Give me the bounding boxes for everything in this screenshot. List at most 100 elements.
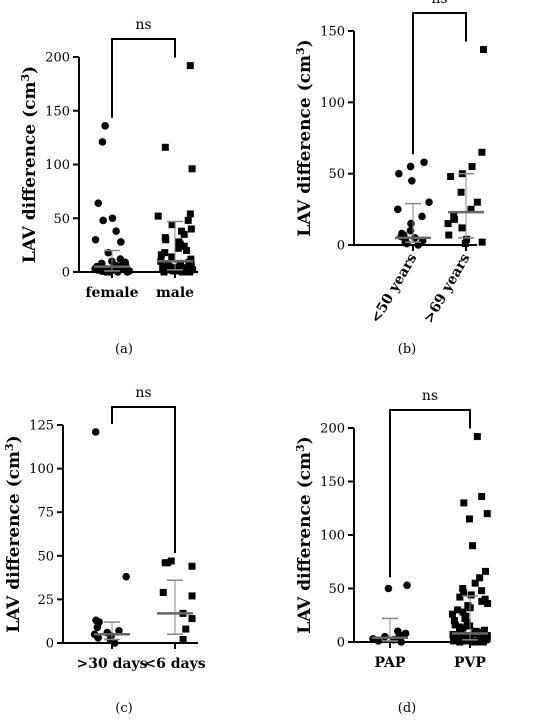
data-point xyxy=(175,238,183,246)
data-point xyxy=(186,62,194,70)
y-tick-label: 200 xyxy=(320,422,345,437)
data-point xyxy=(476,574,484,582)
data-point xyxy=(182,247,190,254)
data-point xyxy=(456,623,464,631)
panel-label: (c) xyxy=(115,701,132,716)
data-point xyxy=(115,626,123,635)
y-tick-label: 75 xyxy=(37,506,54,521)
data-point xyxy=(161,249,169,257)
data-point xyxy=(460,499,468,507)
x-tick-label: <6 days xyxy=(144,656,205,672)
data-point xyxy=(462,612,470,620)
data-point xyxy=(384,584,393,593)
y-tick-label: 0 xyxy=(46,637,54,652)
significance-label: ns xyxy=(135,385,151,401)
data-point xyxy=(471,579,479,587)
data-point xyxy=(451,621,459,629)
data-point xyxy=(177,259,185,267)
data-point xyxy=(94,199,103,207)
data-point xyxy=(470,637,478,645)
data-point xyxy=(454,606,462,614)
data-point xyxy=(122,572,130,581)
chart-panel-2: 0 50 100 150 LAV difference (cm3) <50 years >6… xyxy=(294,0,488,357)
data-point xyxy=(116,255,125,263)
y-tick-label: 25 xyxy=(37,593,54,608)
data-point xyxy=(177,227,185,235)
x-tick-label: >69 years xyxy=(421,251,474,326)
y-axis-label: LAV difference (cm3) xyxy=(294,436,315,633)
data-point xyxy=(117,238,125,246)
significance-label: ns xyxy=(431,0,447,7)
data-point xyxy=(394,627,402,636)
data-point xyxy=(463,619,471,627)
data-point xyxy=(459,608,467,616)
y-tick-label: 0 xyxy=(62,266,70,281)
data-point xyxy=(403,581,411,590)
data-point xyxy=(461,240,469,248)
significance-label: ns xyxy=(422,388,438,404)
data-point xyxy=(473,198,481,206)
data-point xyxy=(398,229,406,238)
data-point xyxy=(184,216,192,224)
data-point xyxy=(480,46,488,54)
chart-panel-3: 0 25 50 75 100 125 LAV difference (cm3) >30 day… xyxy=(3,385,206,716)
data-point xyxy=(187,255,195,263)
data-point xyxy=(450,212,458,220)
data-point xyxy=(188,562,196,570)
significance-bracket xyxy=(412,12,467,155)
data-point xyxy=(163,559,171,567)
chart-panel-4: 0 50 100 150 200 LAV difference (cm3) PAP PVP ns… xyxy=(294,388,492,716)
data-point xyxy=(460,589,468,597)
data-point xyxy=(179,636,187,644)
y-tick-label: 100 xyxy=(29,462,54,477)
data-point xyxy=(161,234,169,242)
y-tick-label: 150 xyxy=(320,475,345,490)
y-tick-label: 50 xyxy=(37,549,54,564)
data-point xyxy=(406,162,415,171)
data-point xyxy=(425,198,433,206)
significance-bracket xyxy=(111,406,176,554)
panel-label: (b) xyxy=(398,342,416,357)
y-tick-label: 150 xyxy=(45,104,70,119)
data-point xyxy=(99,216,107,225)
data-point xyxy=(167,557,175,565)
data-point xyxy=(468,163,476,171)
data-point xyxy=(458,224,466,232)
data-point xyxy=(481,595,489,603)
data-point xyxy=(161,143,169,151)
x-tick-label: >30 days xyxy=(77,656,148,672)
data-point xyxy=(472,627,480,635)
significance-bracket xyxy=(111,38,176,118)
significance-bracket xyxy=(389,409,471,578)
data-point xyxy=(450,617,458,625)
data-point xyxy=(483,632,491,640)
y-tick-label: 100 xyxy=(320,96,345,111)
y-tick-label: 100 xyxy=(320,529,345,544)
y-tick-label: 150 xyxy=(320,25,345,40)
data-point xyxy=(463,235,471,243)
data-point xyxy=(447,173,455,181)
panel-label: (d) xyxy=(398,701,416,716)
data-point xyxy=(478,492,486,500)
data-point xyxy=(406,226,415,235)
data-point xyxy=(475,637,483,645)
y-tick-label: 50 xyxy=(53,212,70,227)
x-tick-label: male xyxy=(156,285,194,301)
x-tick-label: <50 years xyxy=(368,251,421,326)
data-point xyxy=(91,235,100,244)
data-point xyxy=(480,626,488,634)
y-axis-label: LAV difference (cm3) xyxy=(3,435,24,632)
data-point xyxy=(98,138,107,146)
y-axis-label: LAV difference (cm3) xyxy=(19,66,40,263)
data-point xyxy=(168,253,176,261)
data-point xyxy=(159,264,167,272)
data-point xyxy=(188,165,196,173)
data-point xyxy=(483,510,491,518)
data-point xyxy=(478,587,486,595)
y-tick-label: 125 xyxy=(29,419,54,434)
data-point xyxy=(478,238,486,246)
data-point xyxy=(464,602,472,610)
data-point xyxy=(473,433,481,441)
y-tick-label: 0 xyxy=(337,636,345,651)
